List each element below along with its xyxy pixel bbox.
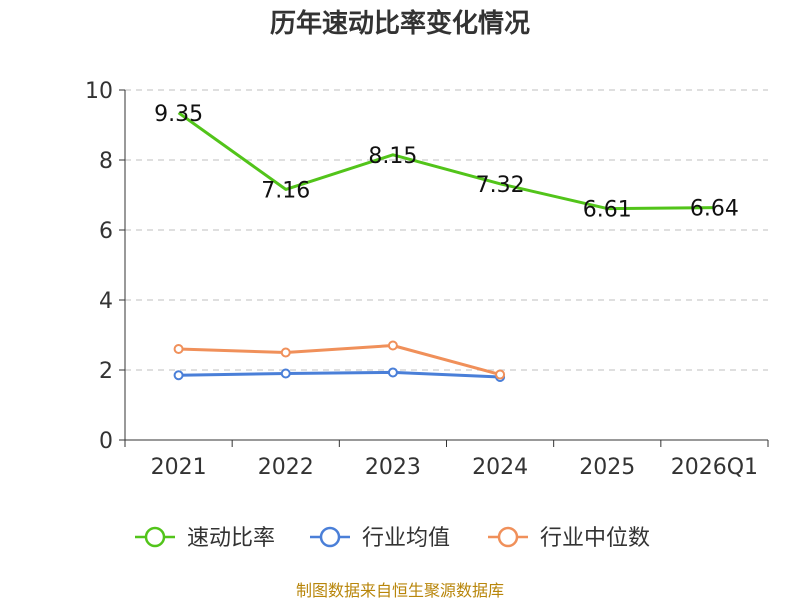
legend-marker: [144, 526, 166, 548]
y-tick-label: 8: [99, 149, 113, 174]
x-tick-label: 2022: [258, 455, 314, 480]
legend-label: 行业中位数: [540, 526, 650, 551]
y-tick-label: 4: [99, 289, 113, 314]
x-tick-label: 2021: [151, 455, 207, 480]
data-label: 6.64: [690, 197, 739, 222]
x-tick-label: 2025: [579, 455, 635, 480]
series-point: [387, 340, 398, 351]
legend-marker: [497, 526, 519, 548]
data-labels: 9.35 7.16 8.15 7.32 6.61 6.64: [154, 102, 739, 223]
source-note: 制图数据来自恒生聚源数据库: [296, 581, 504, 600]
series-line-1: [177, 111, 715, 211]
data-label: 9.35: [154, 102, 203, 127]
series-point: [280, 347, 291, 358]
series-point: [280, 368, 291, 379]
series-point: [173, 344, 184, 354]
series-line-3: [178, 344, 501, 377]
x-tick-label: 2024: [472, 455, 528, 480]
grid: [125, 89, 768, 371]
data-label: 7.16: [261, 178, 310, 203]
legend: 速动比率 行业均值 行业中位数: [135, 526, 650, 551]
data-label: 6.61: [583, 198, 632, 223]
series-point: [387, 367, 398, 378]
y-tick-label: 6: [99, 219, 113, 244]
data-label: 8.15: [368, 144, 417, 169]
y-tick-label: 0: [99, 429, 113, 454]
x-tick-label: 2023: [365, 455, 421, 480]
axes: 0 2 4 6 8 10 2021 2022 2023 2024 2025 2026Q1: [85, 79, 769, 480]
legend-label: 速动比率: [187, 526, 275, 551]
series-layer: [173, 111, 715, 382]
legend-marker: [319, 526, 341, 548]
chart-title: 历年速动比率变化情况: [270, 8, 530, 39]
series-line-2: [178, 370, 501, 379]
y-tick-label: 10: [85, 79, 113, 104]
x-tick-label: 2026Q1: [671, 455, 758, 480]
legend-label: 行业均值: [362, 526, 450, 551]
series-point: [495, 369, 506, 380]
series-point: [173, 370, 184, 381]
y-tick-label: 2: [99, 359, 113, 384]
data-label: 7.32: [476, 173, 525, 198]
